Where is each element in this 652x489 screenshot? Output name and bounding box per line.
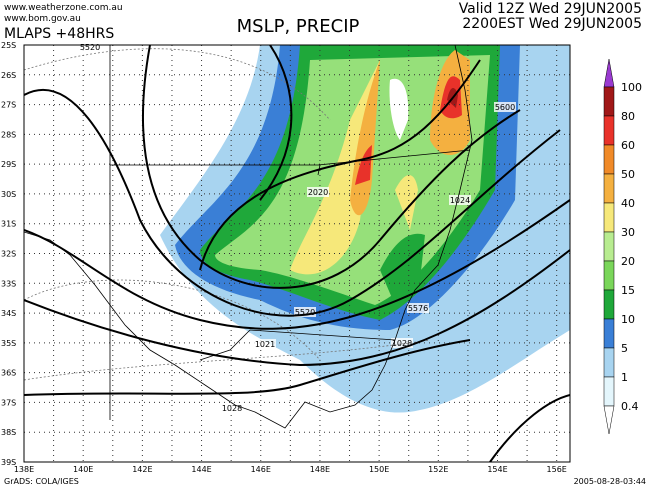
legend-swatch [603, 231, 615, 262]
site-url: www.weatherzone.com.au [4, 3, 123, 13]
legend-bottom-arrow [603, 405, 615, 435]
legend-label: 20 [621, 255, 635, 268]
legend-swatch [603, 173, 615, 204]
contour-label-bg [221, 403, 243, 413]
legend-swatch [603, 260, 615, 291]
legend-swatch [603, 144, 615, 175]
contour-label-bg [449, 195, 471, 205]
site-url: www.bom.gov.au [4, 14, 81, 24]
lat-label: 29S [1, 160, 16, 169]
lat-label: 35S [1, 339, 16, 348]
lon-label: 154E [487, 465, 507, 474]
lat-label: 36S [1, 369, 16, 378]
legend-label: 50 [621, 168, 635, 181]
lat-label: 28S [1, 130, 16, 139]
legend-swatch [603, 376, 615, 407]
lon-label: 146E [251, 465, 271, 474]
valid-time: Valid 12Z Wed 29JUN2005 [459, 1, 642, 17]
map-frame [23, 44, 571, 463]
lon-label: 148E [310, 465, 330, 474]
legend-swatch [603, 318, 615, 349]
overlays [24, 45, 570, 462]
lat-label: 34S [1, 309, 16, 318]
legend-swatch [603, 202, 615, 233]
lat-label: 27S [1, 101, 16, 110]
lat-label: 25S [1, 41, 16, 50]
contour-label-bg [79, 42, 101, 52]
lat-label: 26S [1, 71, 16, 80]
color-legend: 100 80 60 50 40 30 20 15 10 5 1 0.4 [603, 58, 642, 435]
map-title: MSLP, PRECIP [237, 16, 360, 37]
legend-label: 1 [621, 371, 628, 384]
legend-label: 10 [621, 313, 635, 326]
legend-label: 60 [621, 139, 635, 152]
contour-label: 5600 [495, 103, 515, 112]
contour-label: 5520 [295, 308, 315, 317]
lat-label: 39S [1, 458, 16, 467]
legend-swatch [603, 347, 615, 378]
contour-label-bg [294, 307, 316, 317]
footer-timestamp: 2005-08-28-03:44 [574, 477, 646, 486]
contour-label-bg [254, 339, 276, 349]
legend-label: 30 [621, 226, 635, 239]
legend-label: 15 [621, 284, 635, 297]
contour-label-bg [307, 187, 329, 197]
local-time: 2200EST Wed 29JUN2005 [462, 16, 642, 32]
contour-label: 1028 [392, 339, 412, 348]
lon-label: 152E [428, 465, 448, 474]
legend-label: 5 [621, 342, 628, 355]
lat-label: 37S [1, 398, 16, 407]
contour-label-bg [391, 338, 413, 348]
lon-label: 156E [547, 465, 567, 474]
lat-label: 38S [1, 428, 16, 437]
lon-label: 140E [73, 465, 93, 474]
contour-label: 1028 [222, 404, 242, 413]
legend-top-arrow [603, 58, 615, 88]
lon-label: 144E [191, 465, 211, 474]
contour-label: 5576 [408, 304, 428, 313]
legend-swatch [603, 289, 615, 320]
contour-label: 1024 [450, 196, 470, 205]
contour-label: 1021 [255, 340, 275, 349]
footer-credit: GrADS: COLA/IGES [4, 477, 79, 486]
lat-label: 30S [1, 190, 16, 199]
lon-label: 138E [14, 465, 34, 474]
grid: 25S 26S 27S 28S 29S 30S 31S 32S 33S 34S 35S 36S 37S 3… [1, 41, 570, 474]
lat-label: 31S [1, 220, 16, 229]
contour-label: 5520 [80, 43, 100, 52]
legend-label: 80 [621, 110, 635, 123]
legend-swatch [603, 86, 615, 117]
lat-label: 33S [1, 279, 16, 288]
model-label: MLAPS +48HRS [4, 26, 114, 42]
contour-label-bg [407, 303, 429, 313]
legend-swatch [603, 115, 615, 146]
legend-label: 40 [621, 197, 635, 210]
lon-label: 150E [369, 465, 389, 474]
lon-label: 142E [132, 465, 152, 474]
lat-label: 32S [1, 250, 16, 259]
legend-label: 100 [621, 81, 642, 94]
legend-label: 0.4 [621, 400, 639, 413]
contour-label: 2020 [308, 188, 328, 197]
contour-label-bg [494, 102, 516, 112]
